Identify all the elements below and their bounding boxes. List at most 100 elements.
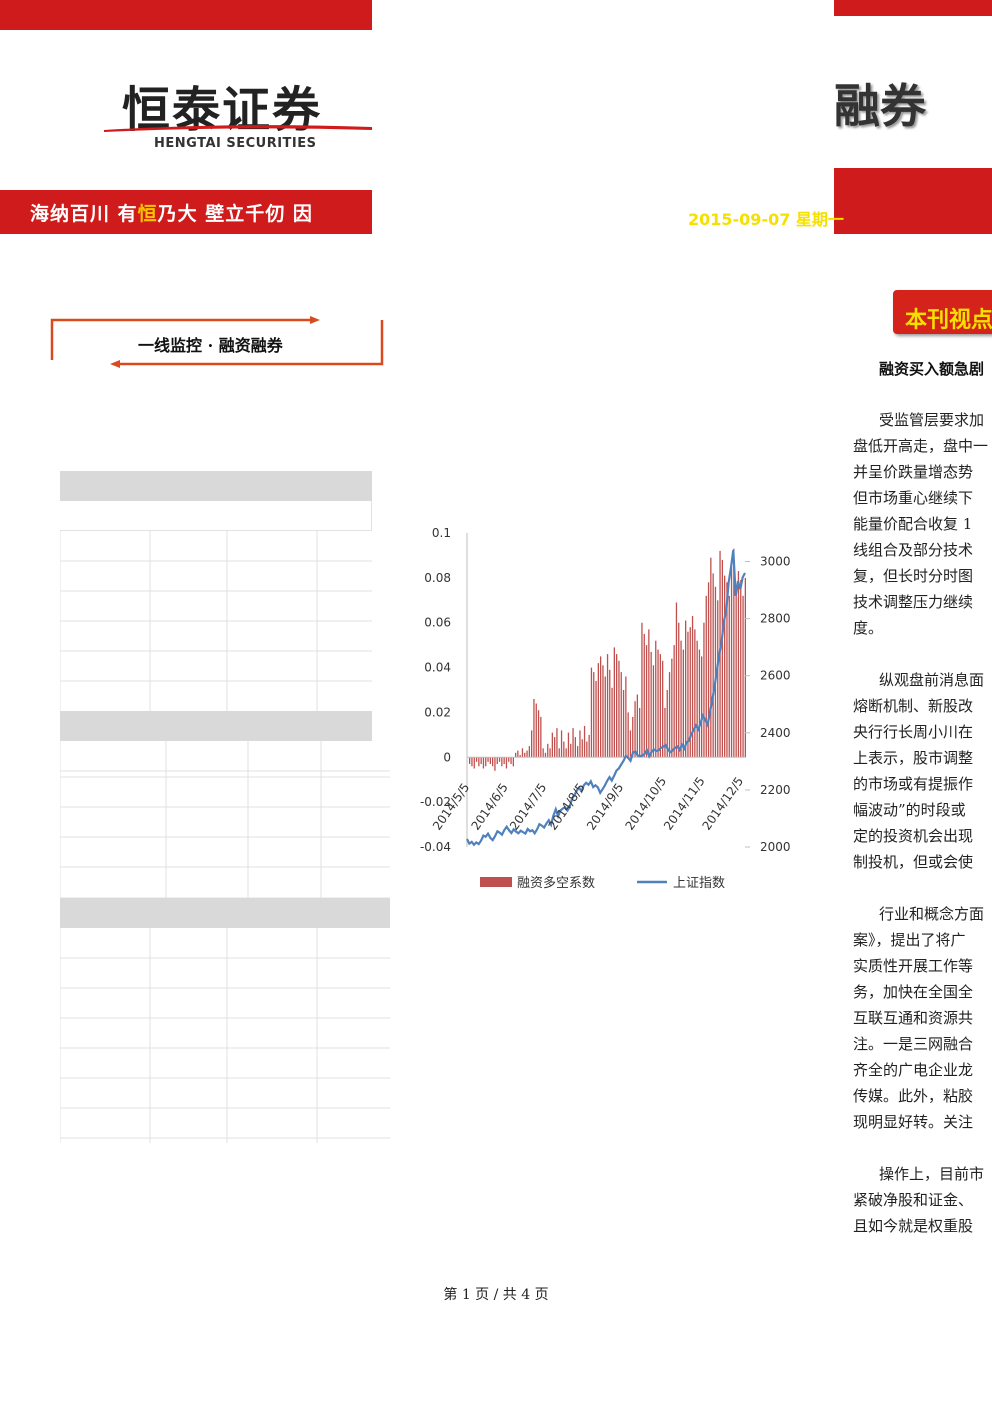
body-line: 央行行长周小川在 bbox=[853, 723, 974, 741]
body-line: 技术调整压力继续 bbox=[853, 593, 974, 611]
bar bbox=[659, 654, 661, 758]
bar bbox=[701, 656, 703, 758]
bar bbox=[473, 757, 475, 769]
body-line: 实质性开展工作等 bbox=[853, 957, 974, 975]
left-tick-label: 0.04 bbox=[424, 661, 451, 675]
bar bbox=[696, 640, 698, 758]
bar bbox=[535, 703, 537, 758]
table-header bbox=[60, 471, 372, 501]
bar bbox=[586, 741, 588, 758]
issue-date: 2015-09-07 星期一 bbox=[688, 210, 844, 229]
bar bbox=[622, 690, 625, 758]
index-line bbox=[466, 549, 746, 847]
bar bbox=[515, 752, 517, 758]
bar bbox=[733, 548, 735, 758]
body-paragraph: 纵观盘前消息面熔断机制、新股改 央行行长周小川在 上表示，股市调整 的市场或有提振作幅… bbox=[853, 667, 992, 875]
body-line: 纵观盘前消息面 bbox=[879, 671, 985, 689]
body-line: 但市场重心继续下 bbox=[853, 489, 974, 507]
body-line: 复，但长时分时图 bbox=[853, 567, 974, 585]
bar bbox=[492, 757, 494, 767]
body-line: 幅波动”的时段或 bbox=[853, 801, 966, 819]
left-tick-label: -0.02 bbox=[420, 795, 451, 809]
bar bbox=[744, 577, 746, 758]
feature-headline-box: 融资买入额急剧 bbox=[853, 358, 992, 379]
body-line: 注。一是三网融合 bbox=[853, 1035, 974, 1053]
bar bbox=[556, 728, 558, 758]
bar bbox=[627, 712, 629, 758]
body-line: 受监管层要求加 bbox=[879, 411, 985, 429]
bar bbox=[489, 757, 491, 764]
feature-body: 受监管层要求加 盘低开高走，盘中一 并呈价跌量增态势 但市场重心继续下 能量价配合收复 … bbox=[853, 407, 992, 1265]
bar bbox=[551, 732, 553, 758]
bar bbox=[537, 710, 540, 758]
right-tick-label: 2200 bbox=[760, 783, 791, 797]
brand-logo-english: HENGTAI SECURITIES bbox=[154, 136, 317, 151]
legend-swatch-bar bbox=[480, 877, 512, 887]
bar bbox=[657, 649, 659, 758]
bar-series bbox=[469, 548, 746, 771]
body-line: 熔断机制、新股改 bbox=[853, 697, 974, 715]
x-tick-label: 2014/6/5 bbox=[468, 781, 510, 833]
bar bbox=[648, 629, 650, 758]
bar bbox=[712, 573, 714, 758]
bar bbox=[570, 743, 572, 758]
body-paragraph: 行业和概念方面 案》，提出了将广 实质性开展工作等 务，加快在全国全 互联互通和资源共注… bbox=[853, 901, 992, 1135]
bar bbox=[519, 755, 521, 758]
body-line: 务，加快在全国全 bbox=[853, 983, 974, 1001]
page-footer: 第 1 页 / 共 4 页 bbox=[443, 1287, 549, 1303]
bar bbox=[526, 750, 528, 758]
body-paragraph: 受监管层要求加 盘低开高走，盘中一 并呈价跌量增态势 但市场重心继续下 能量价配合收复 … bbox=[853, 407, 992, 641]
body-line: 上表示，股市调整 bbox=[853, 749, 974, 767]
bar bbox=[618, 660, 620, 758]
bar bbox=[554, 737, 556, 758]
x-tick-label: 2014/7/5 bbox=[507, 781, 549, 833]
bar bbox=[508, 757, 510, 762]
x-tick-label: 2014/8/5 bbox=[545, 781, 587, 833]
body-line: 传媒。此外，粘胶 bbox=[853, 1087, 974, 1105]
bar bbox=[560, 730, 563, 758]
chart-legend: 融资多空系数 上证指数 bbox=[480, 875, 725, 891]
bar bbox=[475, 757, 478, 762]
left-tick-label: 0 bbox=[443, 750, 451, 764]
bar bbox=[503, 757, 505, 764]
bar bbox=[498, 757, 501, 762]
bar bbox=[703, 622, 705, 758]
bar bbox=[632, 716, 634, 758]
bar bbox=[540, 716, 542, 758]
table-grid-lines bbox=[59, 531, 372, 711]
masthead-red-block bbox=[834, 168, 992, 234]
bar bbox=[505, 757, 508, 769]
table-3-header bbox=[60, 898, 390, 928]
body-line: 现明显好转。关注 bbox=[853, 1113, 974, 1131]
table-row bbox=[60, 501, 372, 531]
bar bbox=[652, 665, 655, 758]
bar bbox=[643, 633, 645, 758]
bar bbox=[678, 622, 680, 758]
bar bbox=[629, 730, 632, 758]
bar bbox=[577, 746, 579, 758]
body-line: 盘低开高走，盘中一 bbox=[853, 437, 989, 455]
bar bbox=[510, 757, 512, 764]
bar bbox=[721, 559, 723, 758]
bar bbox=[521, 748, 524, 758]
bar bbox=[547, 743, 549, 758]
bar bbox=[616, 654, 618, 758]
body-line: 且如今就是权重股 bbox=[853, 1217, 974, 1235]
masthead-title-fragment: 融券 bbox=[834, 79, 926, 133]
bar bbox=[625, 676, 627, 758]
right-tick-label: 2800 bbox=[760, 612, 791, 626]
body-line: 齐全的广电企业龙 bbox=[853, 1061, 974, 1079]
bar bbox=[517, 750, 519, 758]
bar bbox=[583, 725, 586, 758]
bar bbox=[565, 748, 567, 758]
body-line: 互联互通和资源共 bbox=[853, 1009, 974, 1027]
bar bbox=[542, 748, 544, 758]
bar bbox=[662, 660, 664, 758]
bar bbox=[645, 645, 648, 758]
bar bbox=[501, 757, 503, 767]
body-line: 能量价配合收复 1 bbox=[853, 515, 973, 533]
bar bbox=[714, 586, 717, 758]
body-line: 定的投资机会出现 bbox=[853, 827, 974, 845]
bar bbox=[494, 757, 496, 771]
body-line: 的市场或有提振作 bbox=[853, 775, 974, 793]
